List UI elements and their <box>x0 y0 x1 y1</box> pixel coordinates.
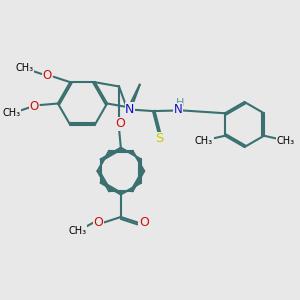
Text: O: O <box>115 118 125 130</box>
Text: CH₃: CH₃ <box>15 63 33 74</box>
Text: H: H <box>176 98 185 108</box>
Text: CH₃: CH₃ <box>195 136 213 146</box>
Text: CH₃: CH₃ <box>2 108 20 118</box>
Text: O: O <box>29 100 38 113</box>
Text: O: O <box>43 69 52 82</box>
Text: O: O <box>93 217 103 230</box>
Text: CH₃: CH₃ <box>68 226 86 236</box>
Text: N: N <box>174 103 182 116</box>
Text: O: O <box>139 217 149 230</box>
Text: CH₃: CH₃ <box>277 136 295 146</box>
Text: N: N <box>125 103 134 116</box>
Text: S: S <box>155 132 163 145</box>
